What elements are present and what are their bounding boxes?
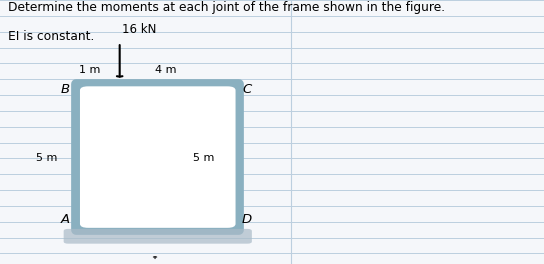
Polygon shape <box>76 84 239 230</box>
Text: 4 m: 4 m <box>155 65 177 75</box>
Text: 5 m: 5 m <box>35 153 57 163</box>
Text: B: B <box>60 83 70 96</box>
Text: C: C <box>242 83 251 96</box>
FancyBboxPatch shape <box>80 86 236 228</box>
Text: A: A <box>60 213 70 226</box>
Text: D: D <box>242 213 252 226</box>
Text: EI is constant.: EI is constant. <box>8 30 95 43</box>
Text: Determine the moments at each joint of the frame shown in the figure.: Determine the moments at each joint of t… <box>8 1 446 14</box>
Text: 16 kN: 16 kN <box>122 23 157 36</box>
Text: 5 m: 5 m <box>193 153 215 163</box>
Text: 1 m: 1 m <box>79 65 100 75</box>
FancyBboxPatch shape <box>64 229 252 244</box>
